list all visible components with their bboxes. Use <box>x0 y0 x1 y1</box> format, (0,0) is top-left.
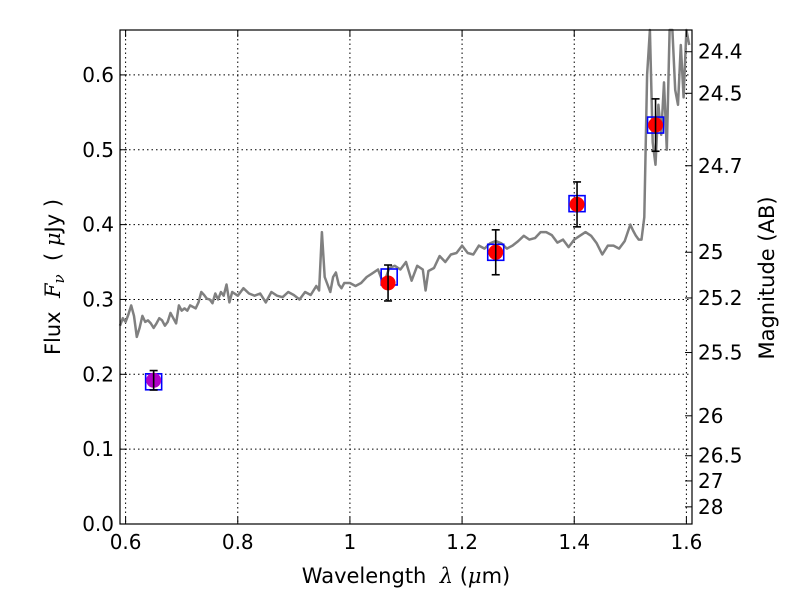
y-tick-label: 0.1 <box>82 437 114 461</box>
y-tick-label: 0.5 <box>82 138 114 162</box>
y-tick-label: 0.6 <box>82 63 114 87</box>
x-tick-label: 1.2 <box>446 530 478 554</box>
plot-frame <box>119 29 693 525</box>
magnitude-tick-label: 25.2 <box>698 286 743 310</box>
y-tick-labels: 0.0 0.1 0.2 0.3 0.4 0.5 0.6 <box>82 63 114 536</box>
magnitude-tick-label: 28 <box>698 495 723 519</box>
y-tick-label: 0.2 <box>82 362 114 386</box>
photometry-points <box>144 98 665 391</box>
magnitude-tick-label: 25.5 <box>698 341 743 365</box>
magnitude-tick-label: 24.5 <box>698 81 743 105</box>
magnitude-axis-title: Magnitude (AB) <box>755 196 779 359</box>
x-tick-label: 0.8 <box>222 530 254 554</box>
x-tick-label: 1.6 <box>670 530 702 554</box>
magnitude-tick-label: 27 <box>698 469 723 493</box>
magnitude-tick-label: 24.4 <box>698 40 743 64</box>
x-tick-label: 1 <box>344 530 357 554</box>
y-tick-label: 0.0 <box>82 512 114 536</box>
axis-ticks <box>120 30 692 525</box>
magnitude-tick-label: 25 <box>698 240 723 264</box>
x-tick-label: 1.4 <box>558 530 590 554</box>
magnitude-tick-label: 26.5 <box>698 444 743 468</box>
y-axis-title: Flux Fν ( μJy ) <box>41 199 68 355</box>
magnitude-tick-label: 26 <box>698 404 723 428</box>
spectrum-line <box>118 28 691 339</box>
y-tick-label: 0.4 <box>82 213 114 237</box>
y-tick-label: 0.3 <box>82 287 114 311</box>
spectrum-layer <box>118 28 691 339</box>
x-axis-title: Wavelength λ (μm) <box>302 564 510 588</box>
magnitude-tick-label: 24.7 <box>698 154 743 178</box>
x-tick-label: 0.6 <box>110 530 142 554</box>
x-tick-labels: 0.6 0.8 1 1.2 1.4 1.6 <box>110 530 703 554</box>
